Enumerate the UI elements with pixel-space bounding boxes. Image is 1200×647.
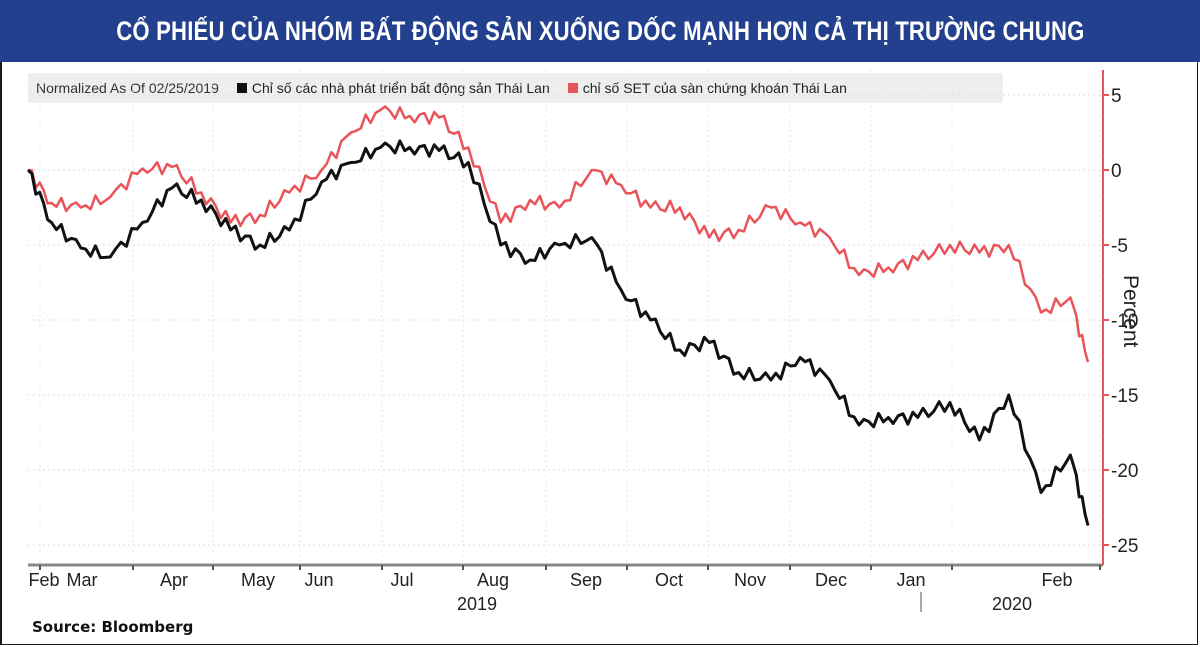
source-note: Source: Bloomberg xyxy=(32,618,194,636)
year-label-2019: 2019 xyxy=(457,594,497,614)
x-tick-label: May xyxy=(241,570,275,590)
x-tick-label: Feb xyxy=(28,570,59,590)
y-axis-label: Percent xyxy=(1119,275,1142,348)
legend-item-property: Chỉ số các nhà phát triển bất động sản T… xyxy=(236,80,550,96)
y-ticks: 5 0 -5 -10 -15 -20 -25 xyxy=(1103,86,1138,557)
red-square-icon xyxy=(567,83,578,93)
y-tick-label: 5 xyxy=(1111,86,1122,107)
x-tick-label: Mar xyxy=(67,570,98,590)
legend-label-set: chỉ số SET của sàn chứng khoán Thái Lan xyxy=(582,80,847,96)
y-tick-label: -5 xyxy=(1111,236,1128,257)
x-ticks: Feb Mar Apr May Jun Jul Aug Sep Oct Nov Dec Jan Feb xyxy=(28,565,1101,590)
y-tick-label: -10 xyxy=(1111,311,1138,332)
y-tick-label: -15 xyxy=(1111,386,1138,407)
chart-title: CỔ PHIẾU CỦA NHÓM BẤT ĐỘNG SẢN XUỐNG DỐC… xyxy=(115,15,1085,46)
x-tick-label: Oct xyxy=(655,570,683,590)
gridlines xyxy=(28,70,1103,565)
normalized-label: Normalized As Of 02/25/2019 xyxy=(36,80,219,96)
x-tick-label: Nov xyxy=(734,570,766,590)
legend: Normalized As Of 02/25/2019 Chỉ số các n… xyxy=(28,73,1003,103)
x-tick-label: Sep xyxy=(570,570,602,590)
set-index-line xyxy=(27,105,1090,363)
x-tick-label: Jun xyxy=(304,570,333,590)
legend-item-set: chỉ số SET của sàn chứng khoán Thái Lan xyxy=(567,80,847,96)
x-tick-label: Feb xyxy=(1041,570,1072,590)
legend-label-property: Chỉ số các nhà phát triển bất động sản T… xyxy=(251,80,550,96)
year-label-2020: 2020 xyxy=(992,594,1032,614)
property-index-line xyxy=(26,139,1090,526)
y-tick-label: 0 xyxy=(1111,161,1122,182)
title-bar: CỔ PHIẾU CỦA NHÓM BẤT ĐỘNG SẢN XUỐNG DỐC… xyxy=(0,0,1200,62)
x-tick-label: Dec xyxy=(815,570,847,590)
x-tick-label: Jul xyxy=(390,570,413,590)
black-square-icon xyxy=(236,83,247,93)
x-tick-label: Aug xyxy=(477,570,509,590)
x-tick-label: Jan xyxy=(896,570,925,590)
y-tick-label: -25 xyxy=(1111,536,1138,557)
y-tick-label: -20 xyxy=(1111,461,1138,482)
x-tick-label: Apr xyxy=(160,570,188,590)
